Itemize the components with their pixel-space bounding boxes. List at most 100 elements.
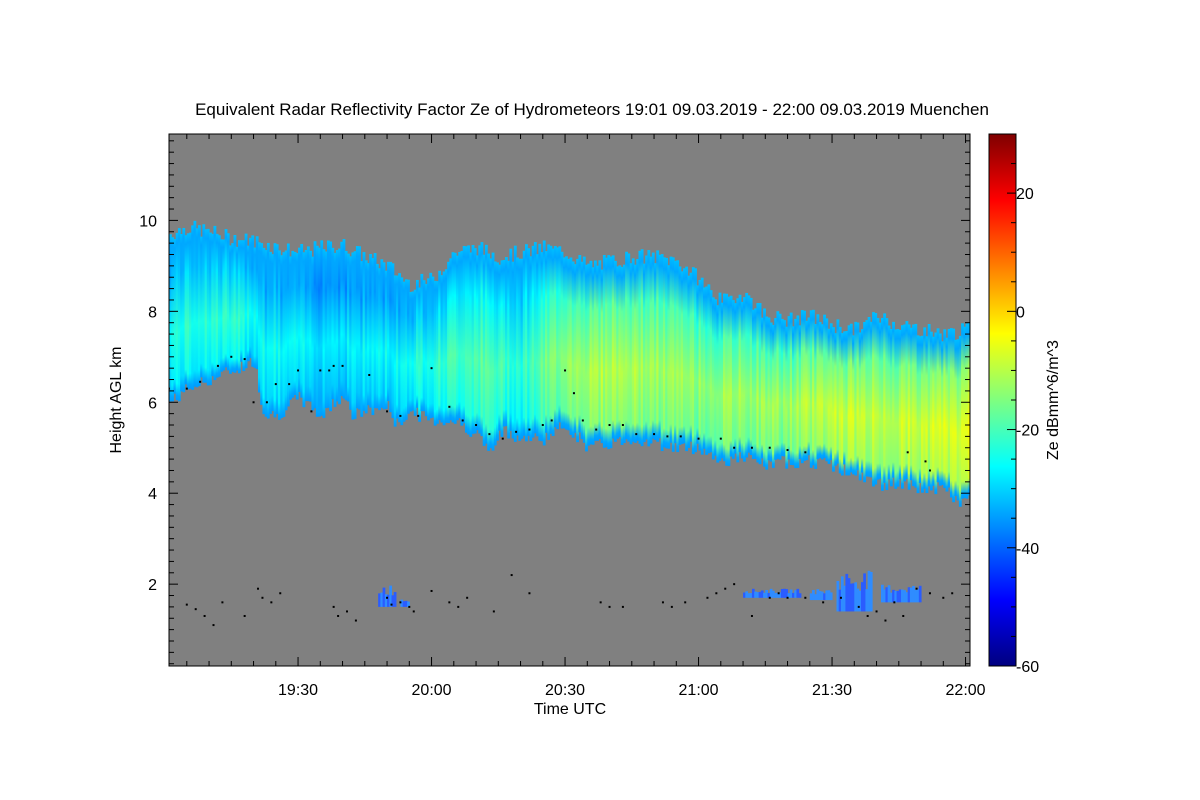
clutter-echo [769,588,773,598]
cloud-column [656,250,660,442]
cloud-column [596,265,600,441]
clutter-echo [789,589,793,598]
cloud-column [838,326,842,474]
cloud-column [520,258,524,439]
cloud-column [963,326,967,498]
cloud-column [171,237,175,402]
cloud-column [705,286,709,455]
cloud-column [189,232,192,389]
cloud-column [834,333,838,466]
cloud-column [464,246,468,433]
x-axis-label: Time UTC [534,701,606,718]
clutter-point [706,596,709,599]
clutter-echo [763,592,766,598]
cloud-column [767,317,771,461]
cloud-column [665,257,668,449]
cloud-column [213,225,217,381]
melting-layer-point [243,358,246,361]
cloud-column [867,316,871,477]
melting-layer-point [541,424,544,427]
clutter-point [715,592,718,595]
clutter-point [270,601,273,604]
clutter-echo [743,592,746,598]
cloud-column [500,260,504,437]
cloud-column [760,317,764,459]
cloud-column [787,316,791,460]
cloud-column [796,315,800,468]
cloud-column [333,252,337,407]
cloud-column [778,313,782,460]
cloud-column [812,309,815,466]
melting-layer-point [274,383,277,386]
clutter-echo [901,589,904,603]
cloud-column [507,260,511,439]
cloud-column [611,255,615,439]
cloud-column [456,255,459,421]
cloud-column [836,319,840,464]
cloud-column [449,258,453,421]
cloud-column [907,324,911,490]
cloud-column [331,247,335,400]
cloud-column [233,235,237,373]
cloud-column [318,247,321,417]
melting-layer-point [216,364,219,367]
cloud-column [302,252,306,408]
cloud-column [723,293,726,462]
cloud-column [300,243,304,398]
y-axis: 2 4 6 8 10 [139,140,970,665]
cloud-column [418,287,422,422]
plot-frame [168,133,971,667]
cloud-column [266,242,270,419]
melting-layer-point [581,419,584,422]
y-tick-label: 4 [148,486,157,503]
cloud-column [674,260,677,444]
cloud-column [358,246,361,410]
melting-layer-point [697,437,700,440]
melting-layer-point [572,392,575,395]
cloud-column [324,251,328,409]
clutter-point [354,619,357,622]
cloud-column [387,261,390,402]
melting-layer-point [666,435,669,438]
cloud-column [618,265,622,438]
cloud-column [872,312,875,487]
cloud-column [881,317,884,491]
cloud-column [478,245,482,434]
cloud-column [527,248,531,436]
melting-layer-point [332,364,335,367]
cloud-column [451,252,455,423]
clutter-echo [845,573,849,612]
clutter-echo [758,591,762,598]
cloud-column [965,323,969,499]
cloud-column [391,263,395,419]
clutter-echo [863,573,866,612]
cloud-column [311,256,315,411]
cloud-column [921,335,924,493]
cloud-column [620,266,624,445]
clutter-echo [852,583,855,612]
cloud-column [932,336,935,486]
cloud-column [242,240,246,372]
clutter-point [337,614,340,617]
clutter-echo [820,591,824,601]
cloud-column [780,318,784,457]
cloud-column [342,239,346,399]
cloud-column [344,250,348,401]
cloud-column [329,241,333,412]
clutter-point [928,592,931,595]
clutter-echo [767,592,771,598]
clutter-point [839,596,842,599]
cloud-column [631,258,635,442]
cloud-column [536,254,539,437]
cloud-column [869,321,873,478]
clutter-echo [776,592,780,598]
cloud-column [186,233,190,390]
cloud-column [531,245,535,438]
x-tick-label: 22:00 [946,682,986,699]
clutter-echo [404,600,408,607]
cloud-column [373,253,377,409]
clutter-echo [747,593,751,598]
melting-layer-point [515,430,518,433]
cloud-column [424,283,428,417]
clutter-echo [760,590,764,598]
